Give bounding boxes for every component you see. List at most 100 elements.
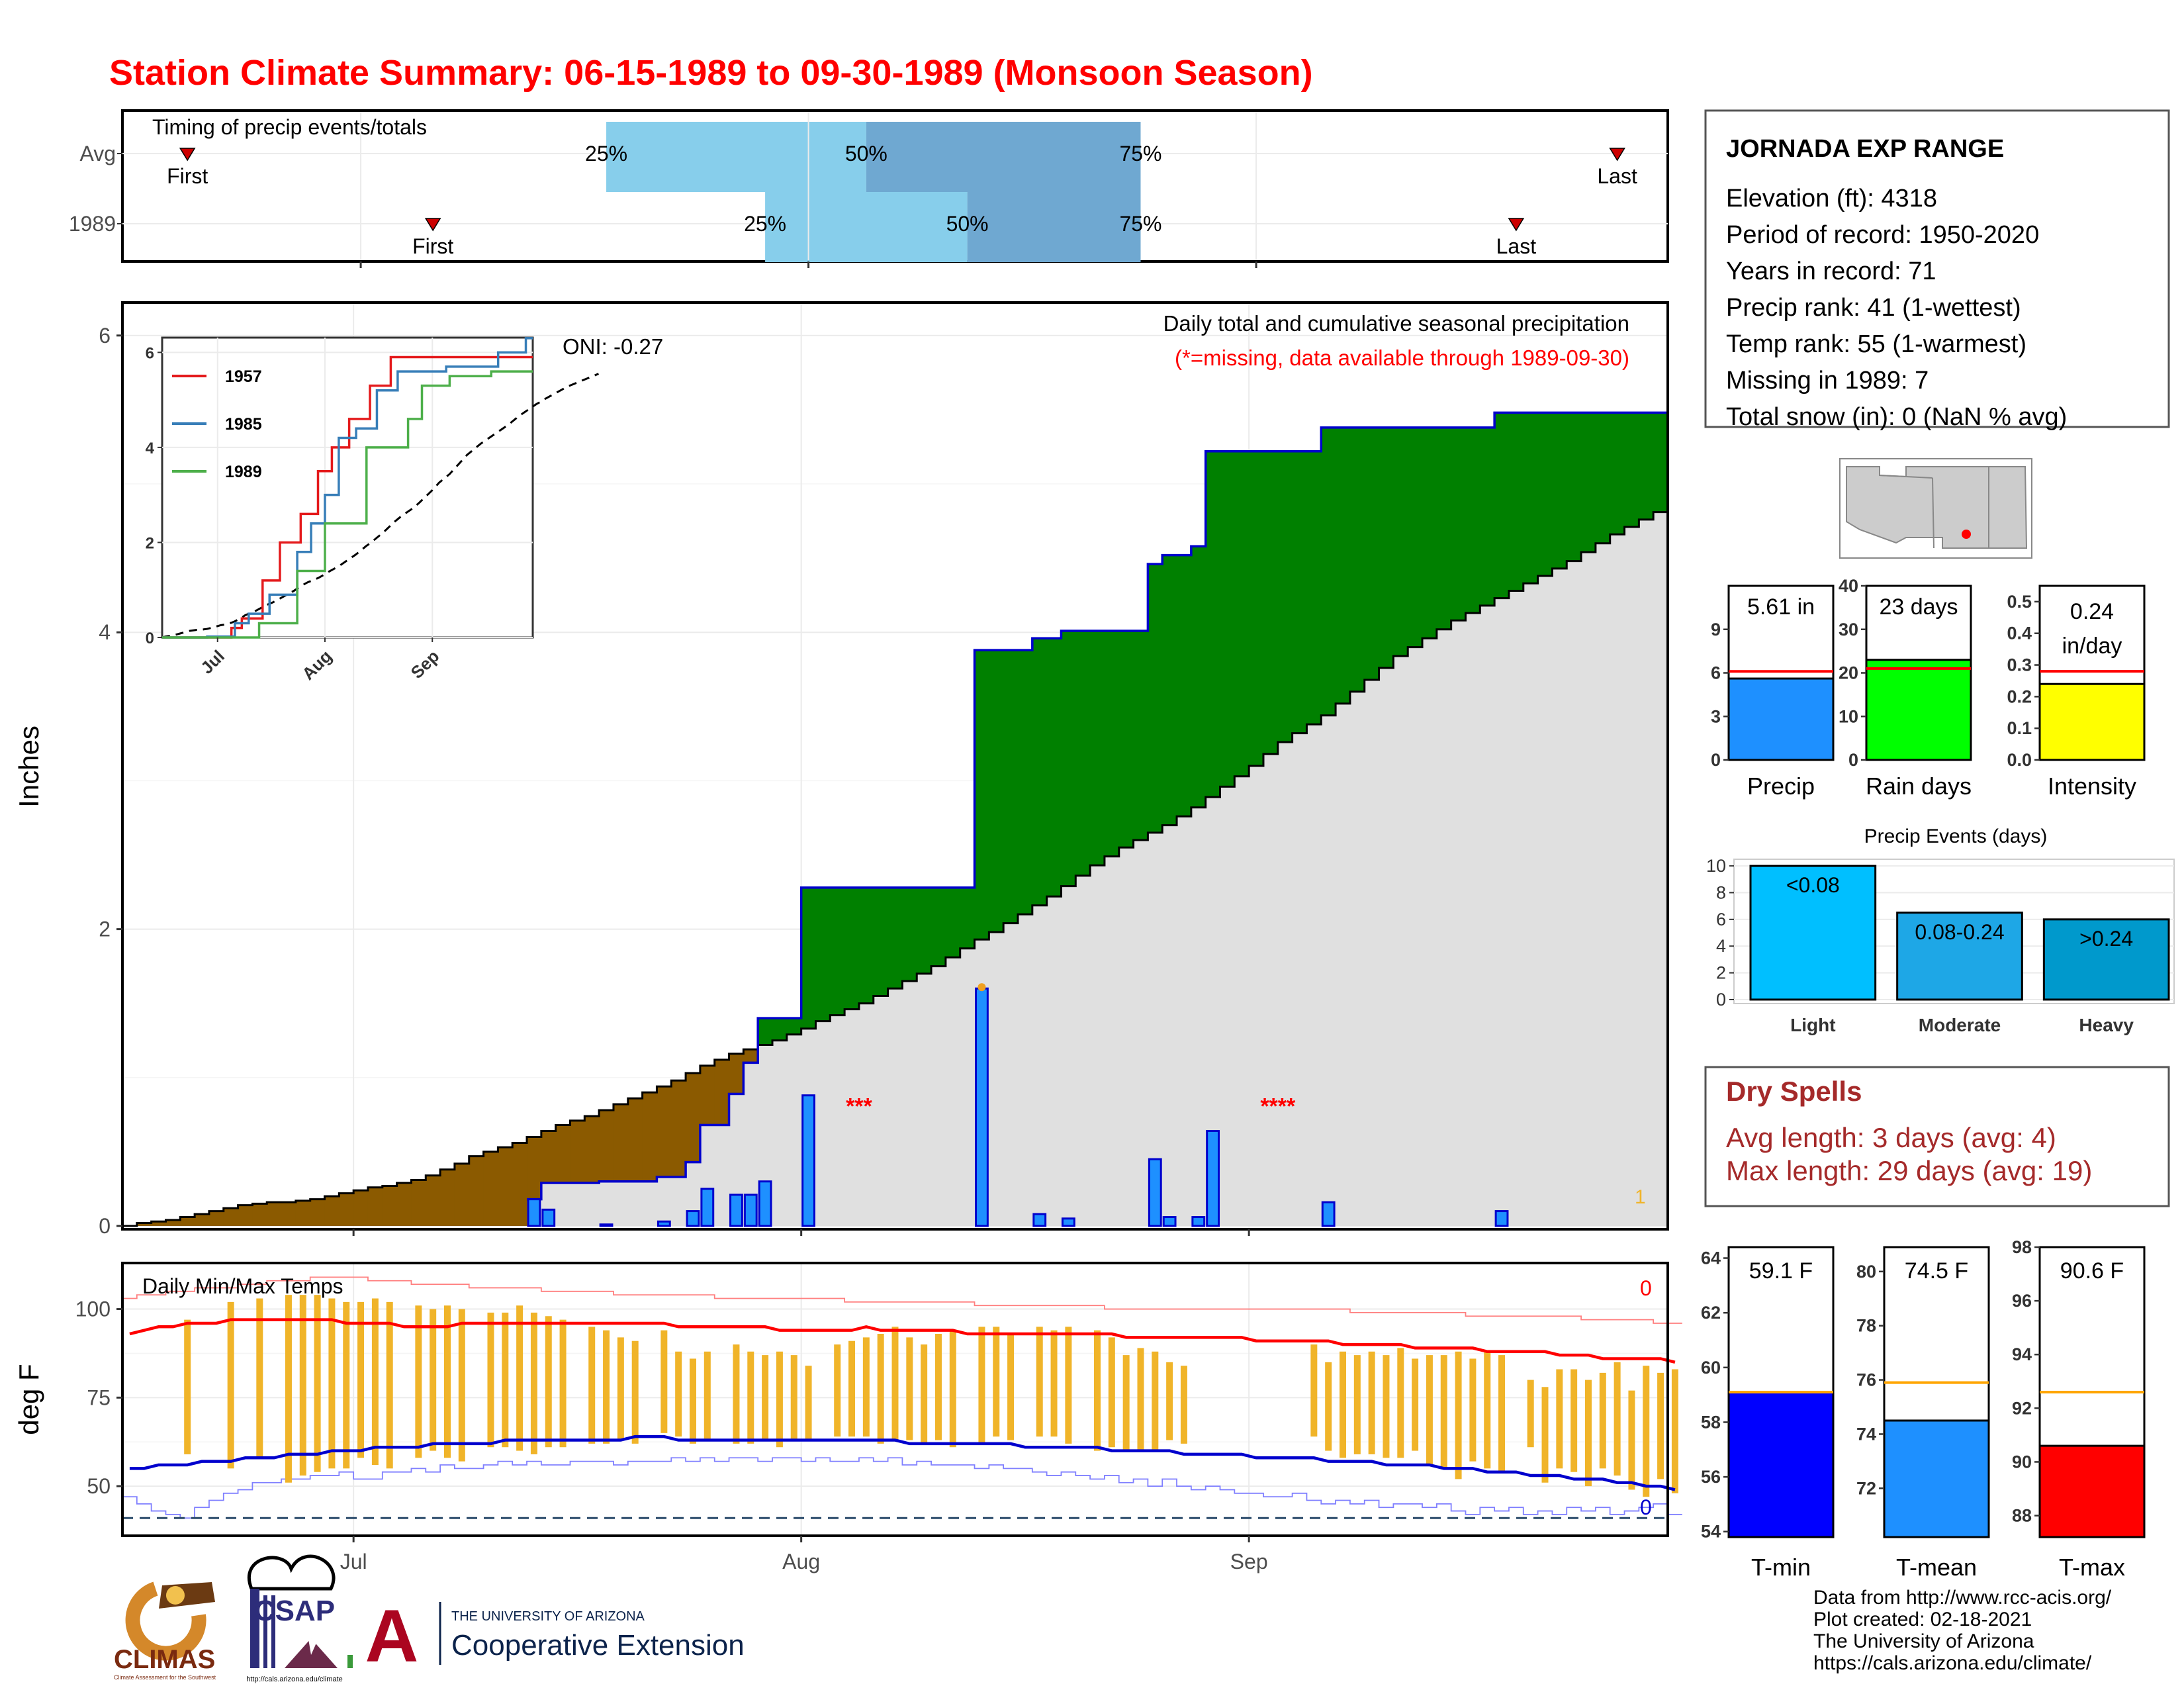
daily-precip-bar <box>1061 1217 1075 1227</box>
surplus-area-segment <box>1639 412 1654 520</box>
events-y-tick-label: 2 <box>1716 963 1726 983</box>
surplus-area-segment <box>1075 630 1091 876</box>
daily-precip-bar <box>1148 1158 1162 1227</box>
temp-max-count: 0 <box>1640 1276 1652 1300</box>
deficit-area-segment <box>512 1143 527 1226</box>
daily-temp-range-bar <box>1094 1330 1101 1451</box>
daily-temp-range-bar <box>371 1298 379 1465</box>
daily-temp-range-bar <box>227 1301 234 1469</box>
daily-temp-range-bar <box>1108 1337 1115 1448</box>
events-y-tick-label: 8 <box>1716 882 1726 902</box>
daily-temp-range-bar <box>978 1327 985 1444</box>
daily-temp-range-bar <box>1455 1351 1462 1479</box>
first-event-label: First <box>167 164 208 188</box>
daily-temp-range-bar <box>487 1312 494 1448</box>
inset-legend-label: 1985 <box>225 415 262 434</box>
daily-temp-range-bar <box>1570 1369 1578 1472</box>
daily-temp-range-bar <box>1137 1348 1144 1451</box>
daily-temp-range-bar <box>1166 1362 1173 1440</box>
deficit-area-segment <box>295 1200 311 1226</box>
daily-temp-range-bar <box>1614 1362 1621 1476</box>
deficit-area-segment <box>382 1186 398 1226</box>
events-y-tick-label: 4 <box>1716 936 1726 956</box>
daily-temp-range-bar <box>1122 1355 1130 1451</box>
inset-y-tick-label: 2 <box>146 534 154 552</box>
gauge-tick-label: 0.1 <box>2007 718 2032 738</box>
event-bar-range-label: >0.24 <box>2079 927 2133 951</box>
daily-temp-range-bar <box>993 1327 1000 1437</box>
inset-y-tick-label: 0 <box>146 630 154 647</box>
station-snow: Total snow (in): 0 (NaN % avg) <box>1726 403 2067 431</box>
below-both-area <box>122 512 1668 1226</box>
daily-temp-range-bar <box>1152 1351 1159 1451</box>
daily-temp-range-bar <box>444 1305 451 1458</box>
timing-rows: Avg 25% 50% 75% First Last 1989 25% 50% 75% First L… <box>69 122 1668 262</box>
station-temp-rank: Temp rank: 55 (1-warmest) <box>1726 330 2026 358</box>
gauge-rain-days: 0 10 20 30 40 23 days Rain days <box>1839 576 1972 800</box>
daily-temp-range-bar <box>776 1351 783 1448</box>
deficit-area-segment <box>570 1120 585 1183</box>
daily-precip-bar <box>1191 1216 1206 1227</box>
surplus-area-segment <box>974 650 989 940</box>
surplus-area-segment <box>815 887 831 1021</box>
temp-x-tick-label: Sep <box>1230 1550 1268 1573</box>
deficit-area-segment <box>208 1211 224 1226</box>
daily-precip-bar <box>1321 1201 1336 1227</box>
temp-gauge-tick-label: 78 <box>1856 1316 1876 1336</box>
daily-temp-range-bar <box>1353 1355 1361 1454</box>
csap-logo-url: http://cals.arizona.edu/climate <box>246 1675 343 1683</box>
deficit-area-segment <box>223 1208 239 1226</box>
deficit-area-segment <box>743 1049 758 1063</box>
avg-cumulative-line <box>122 511 1668 1227</box>
daily-precip-bar <box>1494 1210 1509 1227</box>
deficit-area-segment <box>440 1169 455 1226</box>
temp-gauge-tick-label: 96 <box>2012 1291 2032 1311</box>
gauge-tick-label: 10 <box>1839 706 1858 726</box>
surplus-area-segment <box>1653 412 1668 512</box>
last-event-label: Last <box>1597 164 1637 188</box>
csap-logo-text: CSAP <box>254 1595 335 1627</box>
inset-y-tick-label: 6 <box>146 344 154 362</box>
gauge-tick-label: 30 <box>1839 620 1858 639</box>
surplus-area-segment <box>931 887 946 966</box>
daily-precip-bar <box>1032 1213 1047 1227</box>
surplus-area-segment <box>1205 451 1221 798</box>
surplus-area-segment <box>858 887 874 1004</box>
deficit-area-segment <box>180 1217 195 1226</box>
temp-gauge-tmax: 88 90 92 94 96 98 90.6 F T-max <box>2012 1237 2146 1581</box>
temp-gauge-value-bar <box>2038 1444 2146 1538</box>
surplus-area-segment <box>1003 650 1019 923</box>
page-title: Station Climate Summary: 06-15-1989 to 0… <box>109 53 1313 93</box>
daily-temp-range-bar <box>1657 1372 1664 1479</box>
daily-precip-bar <box>1162 1216 1177 1227</box>
temp-gauge-value-bar <box>1727 1391 1835 1538</box>
daily-temp-range-bar <box>1527 1380 1534 1448</box>
timing-row-label: 1989 <box>69 212 116 236</box>
precip-ylabel: Inches <box>13 726 44 808</box>
surplus-area-segment <box>1537 412 1553 577</box>
surplus-area-segment <box>1379 427 1394 669</box>
deficit-area-segment <box>599 1110 614 1182</box>
daily-temp-range-bar <box>1339 1351 1346 1458</box>
timing-q75-label: 75% <box>1119 142 1161 165</box>
daily-precip-bar <box>541 1208 556 1227</box>
temp-gauge-tick-label: 54 <box>1701 1522 1721 1542</box>
station-name: JORNADA EXP RANGE <box>1726 135 2004 163</box>
surplus-area-segment <box>1148 564 1163 833</box>
surplus-area-segment <box>1465 427 1480 614</box>
temp-gauge-tick-label: 56 <box>1701 1467 1721 1487</box>
surplus-area-segment <box>1162 555 1177 825</box>
surplus-area-segment <box>917 887 932 974</box>
daily-temp-range-bar <box>891 1327 899 1440</box>
daily-temp-range-bar <box>921 1344 928 1444</box>
surplus-area-segment <box>758 1018 773 1045</box>
daily-precip-bar <box>729 1194 743 1227</box>
surplus-area-segment <box>1595 412 1611 543</box>
precip-y-tick-label: 4 <box>99 620 111 644</box>
inset-frame <box>161 336 534 639</box>
surplus-area-segment <box>1393 427 1408 657</box>
surplus-area-segment <box>1349 427 1365 692</box>
gauge-tick-label: 0.0 <box>2007 750 2032 770</box>
deficit-area-segment <box>151 1221 167 1226</box>
